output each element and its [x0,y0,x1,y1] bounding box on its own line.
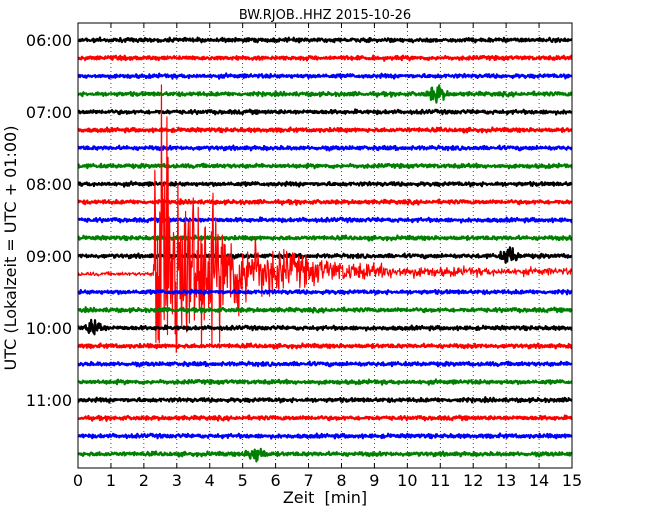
x-tick-label: 13 [496,471,516,490]
trace-line [78,414,572,422]
trace-line [78,396,572,404]
y-tick-label: 07:00 [26,103,72,122]
y-tick-label: 08:00 [26,175,72,194]
x-tick-label: 15 [562,471,582,490]
y-tick-label: 11:00 [26,391,72,410]
x-tick-label: 8 [336,471,346,490]
x-tick-label: 4 [205,471,215,490]
x-tick-label: 9 [369,471,379,490]
x-tick-label: 14 [529,471,549,490]
x-tick-label: 0 [73,471,83,490]
x-tick-label: 12 [463,471,483,490]
trace-line [78,72,572,80]
x-tick-label: 2 [139,471,149,490]
trace-line [78,54,572,62]
y-tick-label: 10:00 [26,319,72,338]
plot-frame [77,22,573,469]
trace-line [78,36,572,44]
x-axis-ticks: 0 1 2 3 4 5 6 7 8 9 10 11 12 13 14 15 [73,23,582,490]
chart-title: BW.RJOB..HHZ 2015-10-26 [239,8,411,23]
trace-line [78,162,572,170]
trace-line [78,144,572,152]
x-tick-label: 1 [106,471,116,490]
y-axis-ticks: 06:00 07:00 08:00 09:00 10:00 11:00 [26,31,572,410]
x-tick-label: 11 [430,471,450,490]
trace-line [78,84,572,104]
trace-line [78,288,572,296]
x-axis-title: Zeit [min] [283,488,367,507]
x-tick-label: 6 [271,471,281,490]
x-tick-label: 5 [238,471,248,490]
trace-line [78,234,572,242]
x-tick-label: 3 [172,471,182,490]
trace-line [78,126,572,134]
trace-line [78,246,572,264]
trace-line [78,447,572,463]
trace-line [78,108,572,116]
trace-line [78,180,572,188]
trace-line [78,216,572,224]
trace-line [78,306,572,314]
trace-line [78,84,572,353]
x-tick-label: 7 [303,471,313,490]
trace-line [78,342,572,350]
trace-line [78,378,572,386]
trace-line [78,198,572,206]
trace-line [78,432,572,440]
trace-line [78,360,572,368]
trace-layer [78,36,572,463]
y-tick-label: 09:00 [26,247,72,266]
y-axis-title: UTC (Lokalzeit = UTC + 01:00) [1,126,20,371]
trace-line [78,318,572,336]
x-tick-label: 10 [397,471,417,490]
y-tick-label: 06:00 [26,31,72,50]
